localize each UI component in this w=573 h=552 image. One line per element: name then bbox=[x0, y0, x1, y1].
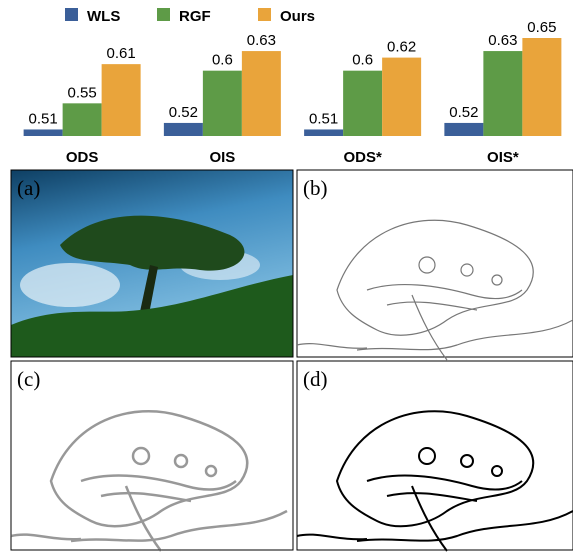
x-tick-label: OIS* bbox=[487, 149, 519, 165]
data-label: 0.61 bbox=[107, 45, 136, 62]
data-label: 0.51 bbox=[29, 110, 58, 127]
data-label: 0.55 bbox=[68, 84, 97, 101]
bar bbox=[343, 71, 382, 136]
bar bbox=[102, 64, 141, 136]
data-label: 0.63 bbox=[247, 32, 276, 49]
x-tick-label: ODS* bbox=[343, 149, 382, 165]
bar-chart: WLS RGF Ours ODS 0.51 0.55 0.61 OIS 0.52 0.6 0.63 O… bbox=[0, 0, 573, 165]
bar bbox=[304, 129, 343, 136]
data-label: 0.51 bbox=[309, 110, 338, 127]
panel-label: (c) bbox=[17, 367, 40, 391]
image-panels: (a) (b) (c) (d) bbox=[0, 165, 573, 552]
x-tick-label: OIS bbox=[209, 149, 235, 165]
legend-label: RGF bbox=[179, 8, 211, 25]
bar bbox=[483, 51, 522, 136]
legend-label: WLS bbox=[87, 8, 120, 25]
panel-label: (a) bbox=[17, 176, 40, 200]
data-label: 0.6 bbox=[352, 52, 373, 69]
bar bbox=[63, 103, 102, 136]
bar bbox=[522, 38, 561, 136]
bar bbox=[164, 123, 203, 136]
legend-swatch bbox=[65, 8, 78, 21]
data-label: 0.65 bbox=[527, 19, 556, 36]
bar bbox=[382, 58, 421, 136]
data-label: 0.62 bbox=[387, 39, 416, 56]
panel-label: (b) bbox=[303, 176, 328, 200]
bar bbox=[24, 129, 63, 136]
cloud bbox=[20, 263, 120, 307]
x-tick-label: ODS bbox=[66, 149, 99, 165]
figure: WLS RGF Ours ODS 0.51 0.55 0.61 OIS 0.52 0.6 0.63 O… bbox=[0, 0, 573, 552]
bar bbox=[242, 51, 281, 136]
data-label: 0.63 bbox=[488, 32, 517, 49]
data-label: 0.52 bbox=[169, 104, 198, 121]
bar bbox=[203, 71, 242, 136]
legend-swatch bbox=[258, 8, 271, 21]
legend-swatch bbox=[157, 8, 170, 21]
bar bbox=[444, 123, 483, 136]
data-label: 0.6 bbox=[212, 52, 233, 69]
data-label: 0.52 bbox=[449, 104, 478, 121]
legend-label: Ours bbox=[280, 8, 315, 25]
panel-label: (d) bbox=[303, 367, 328, 391]
